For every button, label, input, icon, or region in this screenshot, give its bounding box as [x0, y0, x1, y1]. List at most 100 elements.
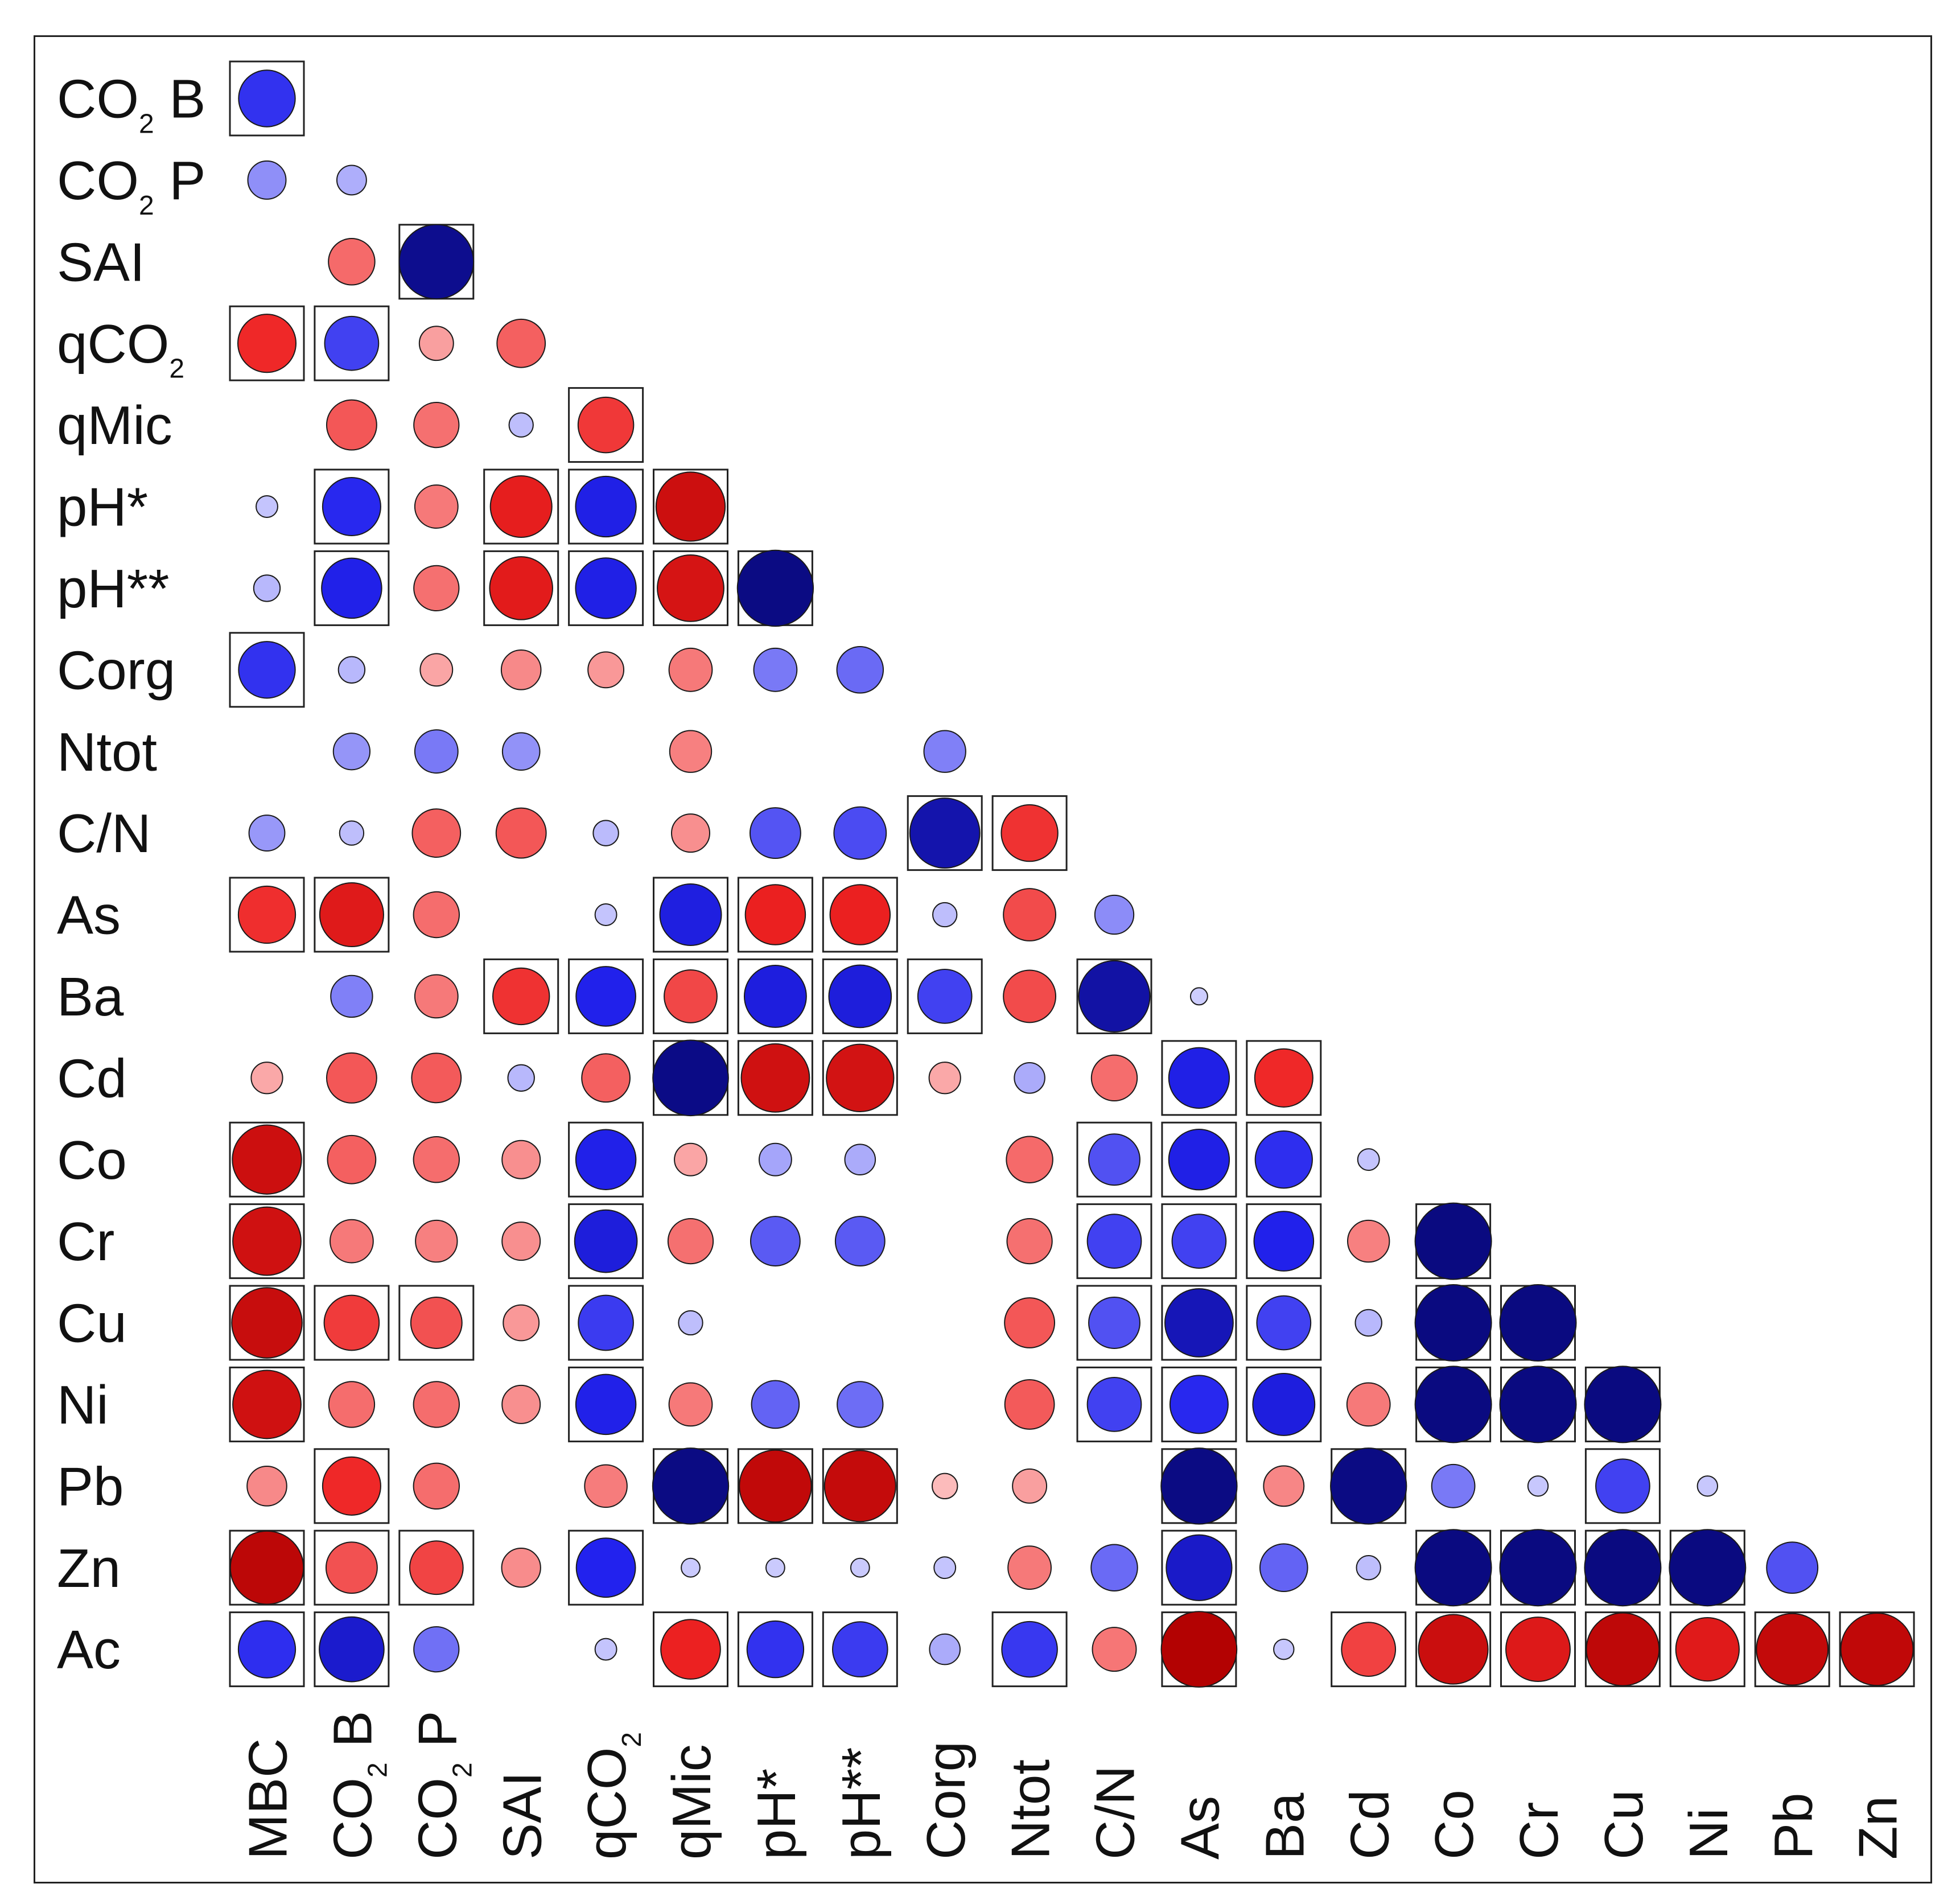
correlation-point-pb-cd — [1330, 1447, 1407, 1525]
correlation-point-qmic-co2-b — [326, 399, 377, 451]
correlation-point-pb-as — [1160, 1447, 1238, 1525]
correlation-point-qco2-co2-b — [324, 315, 380, 371]
correlation-point-phstar-mbc — [256, 495, 278, 518]
correlation-point-c-n-phstar — [749, 807, 801, 859]
correlation-point-co-co2-p — [413, 1136, 460, 1183]
correlation-point-cu-co2-p — [410, 1297, 463, 1349]
correlation-point-ba-phstar — [743, 964, 807, 1028]
significance-box-cd-phstar — [737, 1040, 813, 1116]
row-label-cu: Cu — [57, 1293, 127, 1354]
correlation-point-cr-qmic — [667, 1218, 714, 1265]
row-label-cd: Cd — [57, 1048, 127, 1109]
correlation-point-cu-sai — [503, 1304, 540, 1342]
significance-box-ac-phstarstar — [822, 1611, 898, 1688]
correlation-point-co-as — [1168, 1129, 1230, 1191]
row-label-ntot: Ntot — [57, 722, 157, 783]
correlation-point-zn-ntot — [1007, 1545, 1052, 1590]
column-label-mbc: MBC — [238, 1738, 299, 1860]
significance-box-cr-mbc — [229, 1203, 305, 1280]
row-label-cr: Cr — [57, 1211, 114, 1272]
correlation-point-zn-phstar — [765, 1557, 785, 1578]
column-label-c-n: C/N — [1085, 1766, 1146, 1860]
column-label-cu: Cu — [1593, 1790, 1654, 1860]
row-label-sai: SAI — [57, 232, 145, 293]
significance-box-ac-qmic — [653, 1611, 728, 1688]
correlation-point-c-n-mbc — [248, 815, 286, 852]
correlation-point-pb-ni — [1697, 1475, 1719, 1497]
correlation-point-c-n-qmic — [671, 813, 710, 853]
significance-box-ac-cr — [1500, 1611, 1576, 1688]
column-label-sai: SAI — [492, 1771, 553, 1860]
correlation-point-c-n-co2-p — [411, 808, 462, 858]
correlation-point-cr-qco2 — [574, 1209, 638, 1273]
correlation-point-cr-c-n — [1086, 1214, 1142, 1269]
correlation-point-cr-co — [1414, 1202, 1492, 1280]
significance-box-cr-ba — [1246, 1203, 1322, 1280]
correlation-point-ac-ni — [1675, 1617, 1740, 1682]
correlation-point-corg-phstar — [753, 647, 798, 692]
correlation-point-cd-ntot — [1014, 1062, 1045, 1094]
correlation-point-as-phstar — [744, 884, 806, 945]
correlation-point-cu-ba — [1256, 1295, 1312, 1351]
correlation-point-c-n-corg — [909, 797, 981, 869]
correlation-point-ba-co2-p — [414, 974, 459, 1019]
row-label-c-n: C/N — [57, 803, 151, 864]
correlation-point-phstar-co2-b — [322, 476, 381, 537]
correlation-point-c-n-ntot — [1000, 804, 1059, 862]
correlation-point-cu-ntot — [1004, 1297, 1056, 1348]
correlation-point-ac-phstar — [746, 1620, 805, 1679]
correlation-point-cu-qmic — [678, 1310, 703, 1336]
significance-box-co-mbc — [229, 1121, 305, 1198]
correlation-point-zn-ba — [1259, 1543, 1308, 1593]
correlation-point-cd-c-n — [1090, 1054, 1138, 1102]
significance-box-phstarstar-qmic — [653, 550, 728, 626]
row-label-ba: Ba — [57, 966, 124, 1027]
correlation-point-phstar-qco2 — [575, 475, 637, 538]
correlation-point-ni-cu — [1584, 1366, 1662, 1443]
significance-box-cu-mbc — [229, 1285, 305, 1361]
significance-box-ac-pb — [1754, 1611, 1830, 1688]
significance-box-ac-cu — [1584, 1611, 1661, 1688]
significance-box-phstarstar-sai — [483, 550, 559, 626]
correlation-point-ni-as — [1169, 1375, 1229, 1434]
correlation-point-c-n-phstarstar — [833, 806, 887, 860]
correlation-point-cr-cd — [1347, 1219, 1390, 1263]
significance-box-pb-cu — [1584, 1448, 1661, 1524]
significance-box-ac-ni — [1669, 1611, 1745, 1688]
correlation-point-ba-qmic — [664, 969, 718, 1023]
correlation-point-co2-p-mbc — [247, 160, 287, 200]
correlation-point-ac-corg — [929, 1633, 961, 1665]
correlation-point-cu-cd — [1354, 1309, 1382, 1337]
correlation-point-sai-co2-p — [398, 224, 475, 300]
correlation-point-as-mbc — [237, 885, 297, 944]
correlation-point-cr-sai — [501, 1221, 541, 1261]
correlation-point-ac-ba — [1273, 1638, 1295, 1660]
correlation-point-co-phstarstar — [844, 1144, 876, 1175]
correlation-point-pb-phstarstar — [823, 1450, 896, 1523]
correlation-point-pb-cr — [1527, 1475, 1549, 1497]
correlation-point-co-cd — [1357, 1148, 1380, 1171]
row-label-corg: Corg — [57, 640, 175, 701]
correlation-point-zn-sai — [501, 1548, 541, 1588]
correlation-point-cd-co2-b — [326, 1052, 377, 1104]
row-label-phstarstar: pH** — [57, 558, 169, 619]
correlation-point-ni-cd — [1346, 1382, 1391, 1427]
significance-box-as-phstarstar — [822, 877, 898, 953]
correlation-point-ac-ntot — [1001, 1621, 1058, 1678]
correlation-point-co-sai — [501, 1140, 541, 1179]
correlation-point-ni-qmic — [668, 1382, 713, 1427]
correlation-point-ni-cr — [1499, 1366, 1577, 1443]
significance-box-cr-c-n — [1076, 1203, 1152, 1280]
correlation-point-zn-cr — [1499, 1529, 1577, 1607]
correlation-point-zn-phstarstar — [850, 1557, 870, 1578]
correlation-point-qco2-mbc — [237, 314, 297, 373]
row-label-pb: Pb — [57, 1456, 123, 1517]
correlation-point-ba-ntot — [1003, 969, 1057, 1023]
correlation-point-ac-zn — [1840, 1613, 1914, 1687]
correlation-point-pb-co2-b — [322, 1456, 381, 1516]
correlation-point-phstar-qmic — [655, 471, 726, 542]
correlation-point-ni-co2-b — [328, 1381, 376, 1428]
significance-box-ba-phstarstar — [822, 958, 898, 1034]
correlation-point-ac-cu — [1586, 1612, 1660, 1687]
